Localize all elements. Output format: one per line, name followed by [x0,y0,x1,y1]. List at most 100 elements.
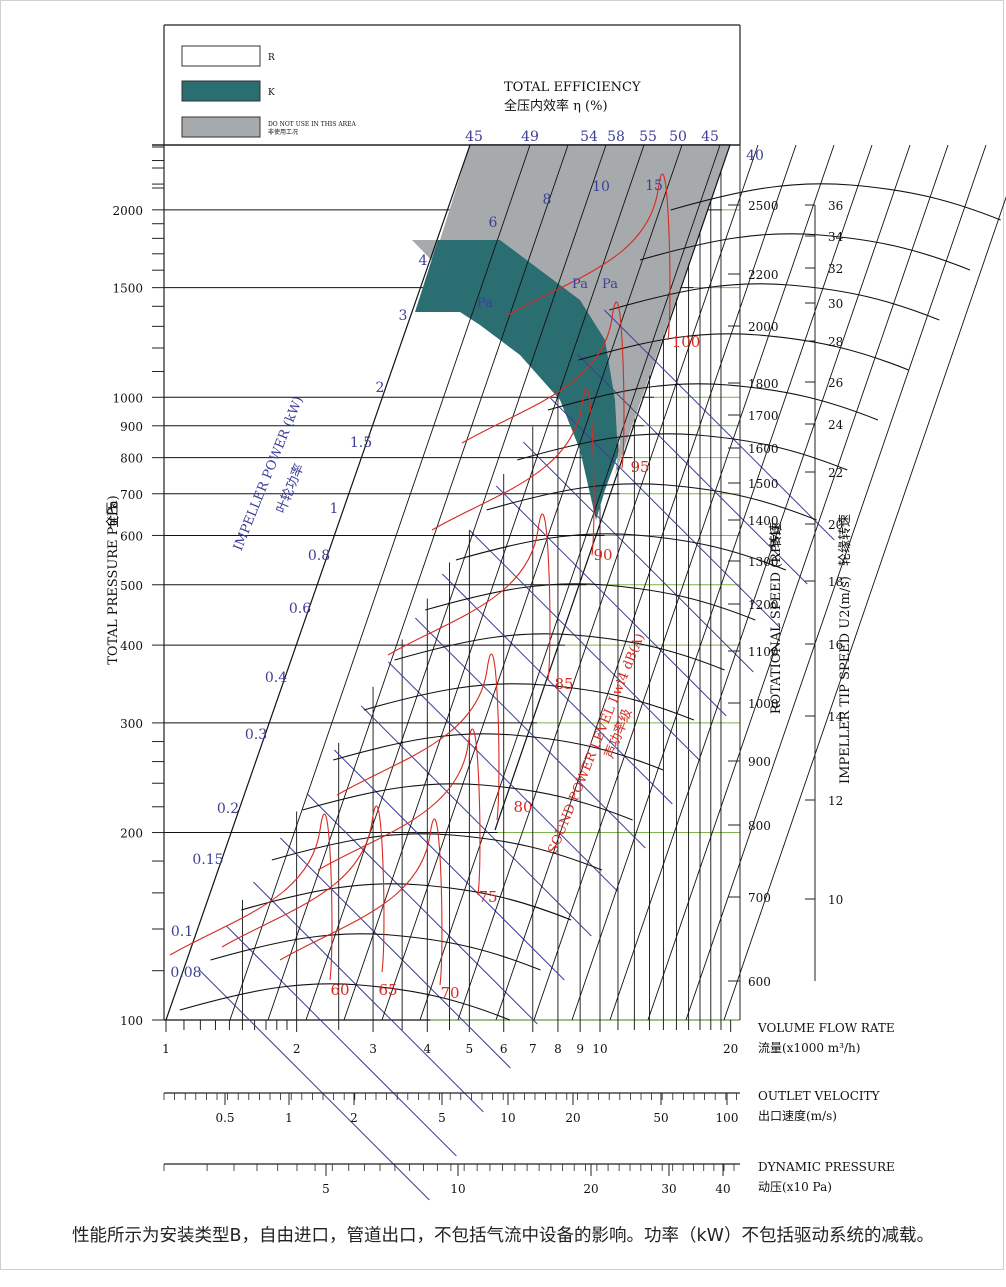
legend-label: R [268,53,275,63]
tip-speed-axis-label: IMPELLER TIP SPEED U2(m/s) [838,576,853,784]
power-label: 0.4 [265,670,287,686]
pa-mark: Pa [477,296,493,311]
rpm-line [343,144,645,1021]
power-curve [387,661,619,893]
sound-label: 80 [513,798,532,816]
flow-tick-label: 1 [162,1042,170,1056]
rpm-tick-label: 2200 [748,268,779,282]
rpm-line [685,144,987,1021]
flow-tick-label: 4 [423,1042,431,1056]
efficiency-title-cn: 全压内效率 η (%) [504,98,608,114]
power-label: 1.5 [350,435,372,451]
power-curve [549,397,781,629]
rpm-tick-label: 1600 [748,442,779,456]
tip-speed-tick-label: 10 [828,893,843,907]
rpm-tick-label: 800 [748,819,771,833]
legend-swatch [181,80,261,102]
rpm-tick-label: 1500 [748,477,779,491]
legend-sublabel: 非使用工况 [268,128,298,136]
power-label: 0.08 [170,965,201,981]
tip-speed-tick-label: 32 [828,262,843,276]
efficiency-label: 55 [639,129,657,145]
efficiency-label: 54 [580,129,598,145]
power-curve [199,969,430,1201]
flow-axis-label-cn: 流量(x1000 m³/h) [758,1041,860,1055]
pa-mark: Pa [602,277,618,292]
legend-swatch [181,45,261,67]
efficiency-label: 58 [607,129,625,145]
velocity-tick-label: 20 [565,1111,580,1125]
legend-swatch [181,116,261,138]
velocity-tick-label: 5 [438,1111,446,1125]
sound-curve [336,653,500,821]
power-label: 0.15 [192,852,223,868]
pressure-axis-label-cn: 全压 [105,502,121,528]
pressure-tick-label: 2000 [112,204,143,218]
power-curve [307,793,538,1025]
fan-curve [333,733,664,771]
tip-speed-tick-label: 34 [828,230,844,244]
rpm-tick-label: 700 [748,891,771,905]
power-curve [334,749,565,981]
tip-speed-tick-label: 26 [828,376,843,390]
fan-curve [425,583,756,621]
sound-curve [317,728,481,896]
fan-curve [394,633,725,671]
rpm-line [267,144,569,1021]
tip-speed-tick-label: 22 [828,466,843,480]
power-curve [495,485,727,717]
power-curve [280,837,511,1069]
power-label: 0.3 [245,727,267,743]
tip-speed-tick-label: 12 [828,794,843,808]
rpm-tick-label: 900 [748,755,771,769]
fan-curve [241,883,572,921]
sound-label: 75 [478,888,497,906]
power-label: 1 [330,501,339,517]
dynamic-pressure-tick-label: 10 [450,1182,465,1196]
power-label: 0.2 [217,801,239,817]
rpm-line [533,144,835,1021]
pressure-tick-label: 200 [120,827,143,841]
power-label: 4 [419,253,428,269]
fan-curve [578,333,909,371]
pressure-tick-label: 1500 [112,282,143,296]
tip-speed-tick-label: 14 [828,710,844,724]
sound-curve [387,513,551,681]
efficiency-title: TOTAL EFFICIENCY [504,80,641,95]
tip-speed-tick-label: 28 [828,335,843,349]
power-curve [468,529,700,761]
rpm-tick-label: 2500 [748,199,779,213]
rpm-line [457,144,759,1021]
tip-speed-tick-label: 36 [828,199,843,213]
fan-curve [639,233,971,271]
sound-label: 65 [378,981,397,999]
efficiency-label: 45 [465,129,483,145]
power-curve [226,925,457,1157]
flow-tick-label: 5 [466,1042,474,1056]
fan-curve [609,283,940,321]
rpm-line [609,144,911,1021]
dynamic-pressure-tick-label: 30 [661,1182,676,1196]
velocity-axis-label-cn: 出口速度(m/s) [758,1108,837,1123]
power-curve [576,353,808,585]
flow-tick-label: 2 [293,1042,301,1056]
rpm-tick-label: 1800 [748,377,779,391]
pressure-tick-label: 1000 [112,391,143,405]
rpm-tick-label: 2000 [748,320,779,334]
rpm-tick-label: 1700 [748,409,779,423]
fan-curve [486,483,817,521]
rpm-line [495,144,797,1021]
rpm-line [571,144,873,1021]
pressure-tick-label: 600 [120,529,143,543]
sound-curve [221,805,385,973]
velocity-tick-label: 0.5 [215,1111,234,1125]
rpm-line [723,196,1006,1021]
power-curve [603,309,835,541]
chart-caption: 性能所示为安装类型B，自由进口，管道出口，不包括气流中设备的影响。功率（kW）不… [72,1226,934,1246]
efficiency-label: 45 [701,129,719,145]
power-label: 10 [592,179,610,195]
tip-speed-tick-label: 16 [828,638,843,652]
pressure-tick-label: 100 [120,1014,143,1028]
